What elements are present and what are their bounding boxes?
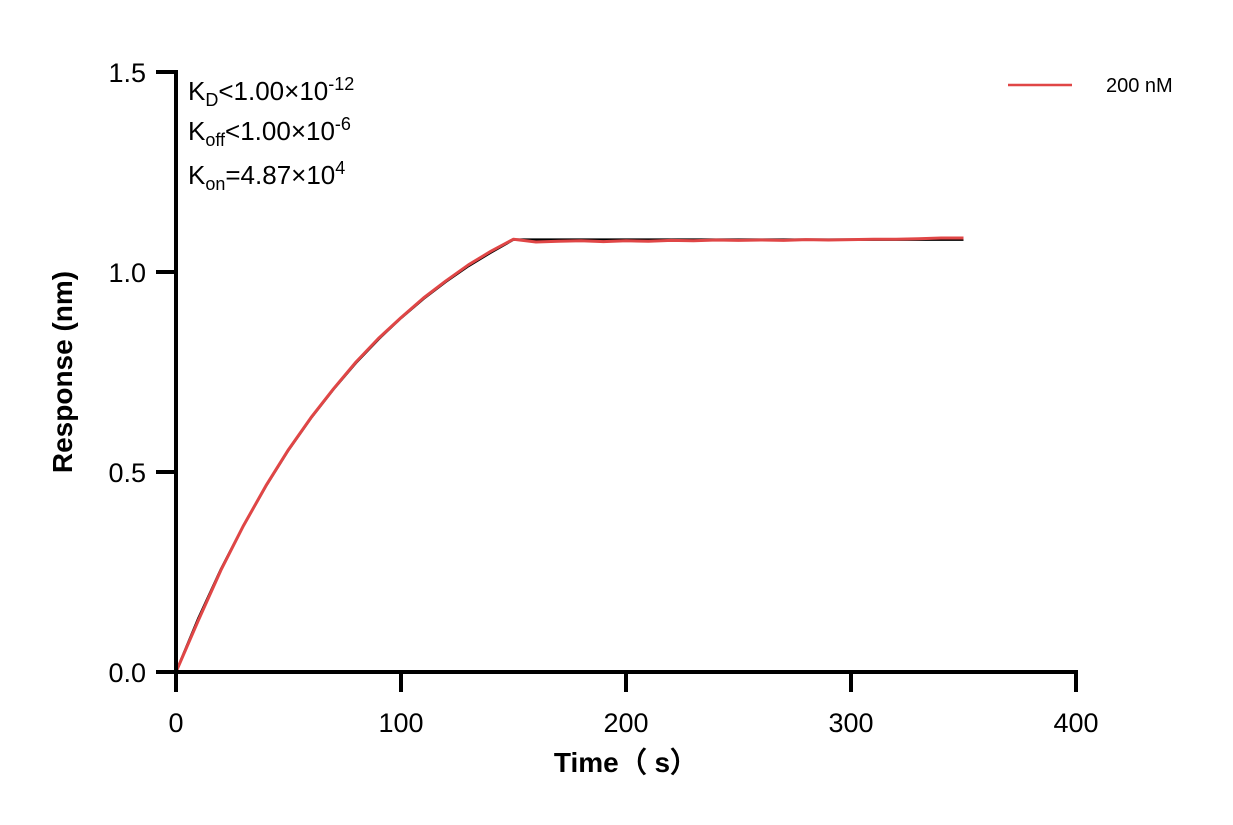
- annotation-kon: Kon=4.87×104: [188, 158, 345, 194]
- fit-line: [174, 238, 964, 673]
- x-tick-label: 400: [1053, 708, 1098, 738]
- y-tick-label: 0.5: [108, 458, 146, 488]
- series-line-200nm: [174, 236, 964, 673]
- x-tick-label: 200: [603, 708, 648, 738]
- y-tick-label: 0.0: [108, 658, 146, 688]
- y-axis-label: Response (nm): [47, 271, 78, 473]
- x-tick-label: 100: [378, 708, 423, 738]
- annotation-koff: Koff<1.00×10-6: [188, 114, 351, 150]
- annotation-kd: KD<1.00×10-12: [188, 74, 354, 110]
- legend: 200 nM: [1008, 75, 1173, 97]
- x-axis-label: Time（ s）: [554, 746, 698, 778]
- x-tick-label: 300: [828, 708, 873, 738]
- y-tick-label: 1.5: [108, 58, 146, 88]
- legend-label-200nm: 200 nM: [1106, 75, 1173, 97]
- y-tick-label: 1.0: [108, 258, 146, 288]
- x-tick-label: 0: [168, 708, 183, 738]
